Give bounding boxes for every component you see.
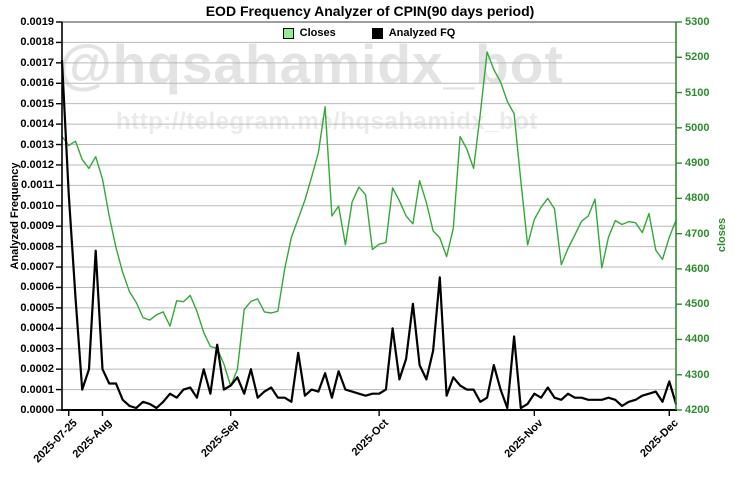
left-axis-tick-label: 0.0019: [20, 16, 54, 28]
left-axis-tick-label: 0.0017: [20, 56, 54, 69]
right-axis-tick-label: 5000: [685, 121, 710, 134]
legend: Closes Analyzed FQ: [62, 27, 676, 39]
right-axis-tick-label: 5100: [685, 86, 710, 99]
closes-line: [61, 51, 677, 387]
left-axis-tick-label: 0.0005: [20, 301, 54, 314]
right-axis-tick-label: 4400: [685, 333, 710, 346]
left-axis-tick-label: 0.0004: [20, 322, 54, 335]
left-axis-tick-label: 0.0013: [20, 138, 54, 151]
right-axis-tick-label: 4200: [685, 404, 710, 416]
analyzed-fq-line: [60, 59, 678, 410]
left-axis-tick-label: 0.0007: [20, 261, 54, 274]
left-axis-tick-label: 0.0008: [20, 240, 54, 253]
closes-swatch-icon: [282, 27, 294, 39]
right-axis-tick-label: 4300: [685, 368, 710, 381]
left-axis-tick-label: 0.0010: [20, 199, 54, 212]
chart-title: EOD Frequency Analyzer of CPIN(90 days p…: [205, 3, 535, 19]
left-axis-tick-label: 0.0009: [20, 220, 54, 233]
legend-item-analyzed-fq: Analyzed FQ: [371, 27, 456, 39]
legend-label-analyzed-fq: Analyzed FQ: [388, 27, 456, 39]
legend-label-closes: Closes: [299, 27, 336, 39]
right-axis-tick-label: 4800: [685, 192, 710, 205]
right-axis-tick-label: 4500: [685, 298, 710, 311]
left-axis-tick-label: 0.0014: [20, 118, 54, 131]
left-axis-tick-label: 0.0003: [20, 342, 54, 355]
right-axis-tick-label: 4700: [685, 227, 710, 240]
left-axis-tick-label: 0.0001: [20, 383, 54, 396]
left-axis-tick-label: 0.0012: [20, 158, 54, 171]
left-axis-tick-label: 0.0018: [20, 36, 54, 49]
analyzed-fq-swatch-icon: [371, 27, 383, 39]
left-axis-tick-label: 0.0011: [20, 179, 54, 192]
left-axis-tick-label: 0.0015: [20, 97, 54, 110]
right-axis-title: closes: [716, 217, 728, 253]
right-axis-tick-label: 4600: [685, 262, 710, 275]
left-axis-tick-label: 0.0002: [20, 363, 54, 376]
left-axis-tick-label: 0.0006: [20, 281, 54, 294]
legend-item-closes: Closes: [282, 27, 336, 39]
left-axis-tick-label: 0.0016: [20, 77, 54, 90]
watermark-handle: @hqsahamidx_bot: [58, 33, 564, 95]
right-axis-tick-label: 5300: [685, 16, 710, 28]
right-axis-tick-label: 5200: [685, 51, 710, 64]
left-axis-tick-label: 0.0000: [20, 404, 54, 416]
right-axis-tick-label: 4900: [685, 157, 710, 170]
